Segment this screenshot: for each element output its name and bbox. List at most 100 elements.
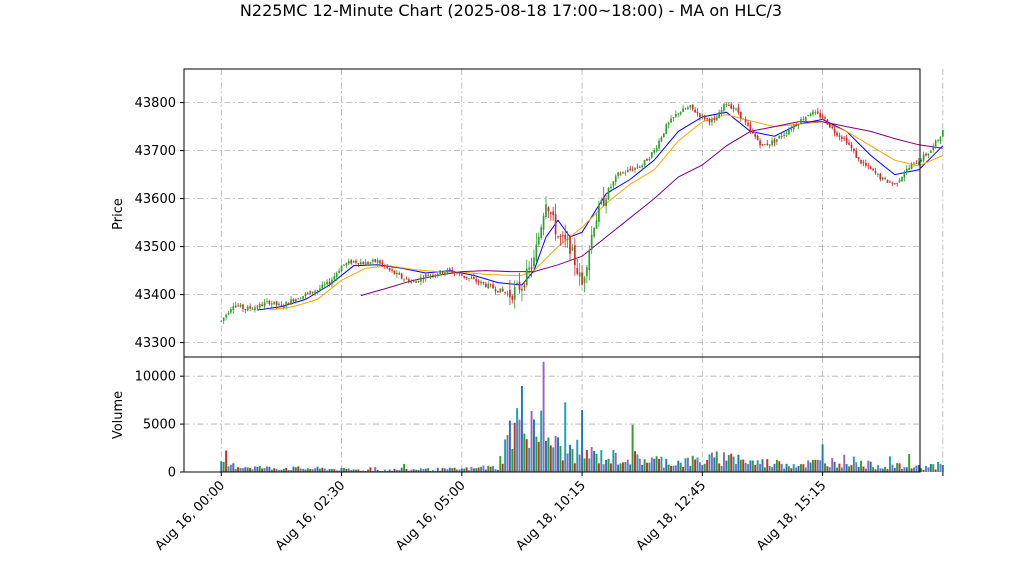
volume-bar: [482, 465, 485, 472]
volume-bar: [302, 468, 305, 472]
candle-body: [540, 227, 543, 238]
candle-body: [696, 111, 699, 114]
candle-body: [761, 144, 764, 146]
candle-body: [561, 235, 564, 236]
candle-body: [860, 159, 862, 164]
candle-body: [917, 161, 920, 165]
candle-body: [287, 302, 290, 305]
candle-body: [626, 169, 629, 173]
candle-body: [509, 290, 511, 298]
volume-bar: [626, 459, 629, 472]
candle-body: [340, 265, 343, 272]
volume-ytick-label: 10000: [135, 370, 176, 385]
candle-body: [703, 115, 706, 120]
volume-bar: [412, 469, 415, 472]
candle-body: [771, 140, 773, 145]
moving-average-line: [360, 121, 943, 297]
candle-body: [566, 239, 569, 241]
candle-body: [436, 274, 439, 276]
volume-bar: [542, 361, 545, 472]
candle-body: [533, 257, 535, 267]
volume-bar: [636, 454, 639, 472]
candle-body: [865, 162, 867, 166]
volume-bar: [501, 463, 504, 472]
volume-bar: [614, 452, 617, 472]
volume-bar: [809, 462, 812, 472]
candle-body: [347, 260, 350, 264]
volume-bar: [340, 467, 343, 472]
candle-body: [877, 173, 879, 175]
volume-bar: [939, 464, 942, 472]
candle-body: [667, 122, 670, 125]
candle-body: [441, 271, 444, 274]
candle-body: [311, 291, 314, 293]
candle-body: [776, 139, 778, 142]
volume-bar: [785, 463, 788, 472]
volume-bar: [431, 470, 434, 472]
volume-bar: [682, 467, 685, 472]
candle-body: [797, 124, 800, 126]
volume-bar: [537, 441, 540, 472]
candle-body: [646, 158, 648, 161]
candle-body: [929, 150, 932, 153]
volume-bar: [850, 465, 853, 472]
candle-body: [246, 306, 249, 311]
volume-bar: [715, 451, 718, 472]
volume-bar: [643, 459, 646, 472]
candle-body: [304, 293, 307, 297]
volume-bar: [831, 457, 834, 472]
volume-bar: [888, 456, 891, 472]
volume-bar: [333, 469, 336, 472]
candle-body: [872, 168, 874, 171]
volume-bar: [456, 469, 458, 472]
candle-body: [934, 140, 937, 147]
candle-body: [295, 299, 297, 303]
volume-bar: [819, 460, 822, 472]
volume-bar: [585, 449, 588, 472]
candle-body: [379, 260, 381, 264]
moving-average-line: [257, 111, 944, 311]
volume-bar: [258, 465, 261, 472]
volume-bar: [220, 461, 223, 472]
x-tick-label: Aug 16, 02:30: [273, 478, 349, 554]
volume-bar: [453, 467, 456, 472]
volume-bar: [530, 411, 533, 472]
candle-body: [328, 281, 331, 285]
volume-ytick-label: 0: [168, 466, 176, 481]
candle-body: [845, 137, 848, 144]
candle-body: [768, 144, 771, 146]
volume-bar: [605, 459, 608, 472]
candle-body: [220, 320, 223, 322]
candle-body: [422, 278, 425, 280]
volume-bar: [720, 465, 723, 472]
volume-bar: [338, 470, 341, 472]
volume-bar: [523, 433, 526, 472]
volume-bar: [763, 467, 766, 472]
candle-body: [321, 284, 324, 289]
volume-bar: [860, 460, 863, 472]
volume-bar: [535, 436, 538, 472]
candle-body: [386, 265, 389, 269]
volume-bar: [747, 464, 749, 472]
volume-bar: [792, 464, 795, 472]
volume-bar: [761, 459, 764, 472]
volume-bar: [311, 469, 314, 472]
candle-body: [602, 196, 605, 206]
volume-bar: [410, 469, 413, 472]
candle-body: [730, 104, 733, 109]
candle-body: [263, 302, 266, 307]
candle-body: [405, 278, 408, 280]
candle-body: [564, 234, 567, 240]
candle-body: [434, 274, 437, 277]
candle-body: [417, 280, 420, 282]
candle-body: [739, 111, 742, 119]
volume-bar: [451, 468, 454, 472]
candle-body: [850, 144, 853, 149]
candle-body: [424, 274, 427, 279]
candle-body: [400, 273, 403, 279]
volume-bar: [814, 459, 817, 472]
candle-body: [694, 109, 696, 113]
candle-body: [780, 135, 783, 137]
volume-bar: [679, 462, 682, 472]
volume-bar: [696, 457, 699, 472]
